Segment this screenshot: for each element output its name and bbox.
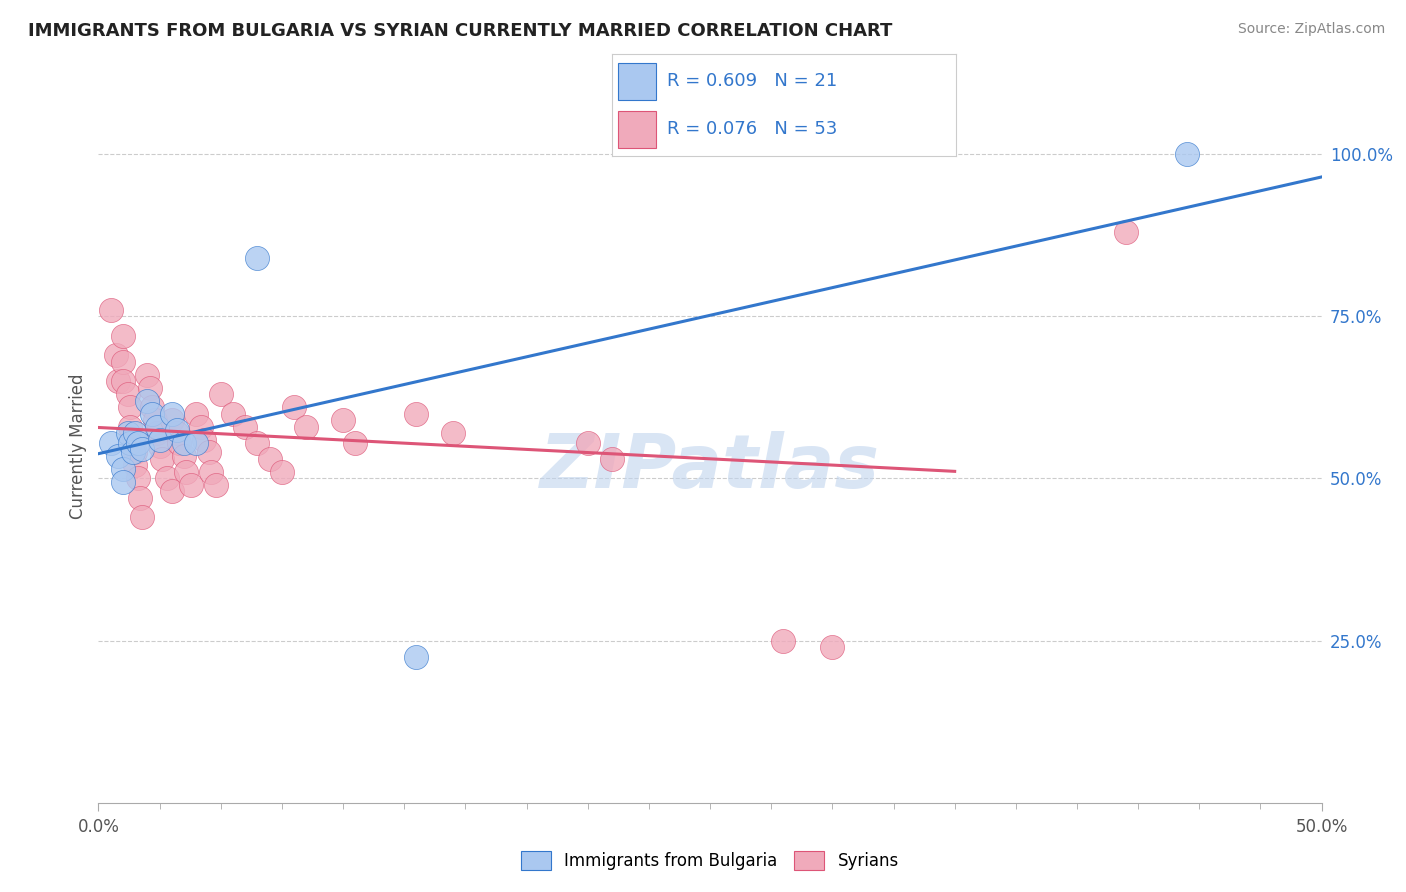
Point	[180, 478, 202, 492]
Point	[270, 465, 294, 479]
Point	[120, 419, 142, 434]
Point	[173, 435, 195, 450]
Point	[107, 374, 129, 388]
Point	[120, 435, 142, 450]
Point	[600, 452, 623, 467]
Point	[124, 458, 146, 473]
Point	[344, 435, 367, 450]
Point	[246, 435, 269, 450]
Point	[146, 425, 169, 440]
Point	[205, 478, 228, 492]
Point	[111, 475, 134, 489]
Point	[131, 442, 153, 457]
Point	[186, 407, 208, 421]
Text: R = 0.076   N = 53: R = 0.076 N = 53	[666, 120, 837, 138]
Point	[233, 419, 256, 434]
Point	[200, 465, 222, 479]
Point	[141, 407, 163, 421]
Point	[149, 433, 172, 447]
Point	[441, 425, 464, 440]
Point	[100, 302, 122, 317]
FancyBboxPatch shape	[619, 62, 657, 100]
Point	[772, 633, 794, 648]
Point	[246, 251, 269, 265]
Point	[173, 449, 195, 463]
Point	[332, 413, 354, 427]
Point	[124, 425, 146, 440]
Point	[186, 435, 208, 450]
Point	[111, 461, 134, 475]
Point	[283, 400, 305, 414]
Point	[136, 393, 159, 408]
Point	[405, 407, 427, 421]
Point	[141, 400, 163, 414]
Point	[1175, 147, 1198, 161]
Point	[405, 649, 427, 664]
Point	[190, 419, 212, 434]
Point	[146, 419, 169, 434]
Point	[127, 435, 149, 450]
FancyBboxPatch shape	[619, 111, 657, 148]
Point	[160, 484, 183, 499]
Point	[127, 471, 149, 485]
Point	[821, 640, 844, 654]
Point	[1115, 225, 1137, 239]
Point	[176, 465, 198, 479]
Point	[167, 435, 190, 450]
Point	[143, 413, 166, 427]
Point	[160, 413, 183, 427]
Point	[111, 328, 134, 343]
Text: Source: ZipAtlas.com: Source: ZipAtlas.com	[1237, 22, 1385, 37]
Point	[139, 381, 162, 395]
Point	[197, 445, 219, 459]
Point	[117, 425, 139, 440]
Point	[131, 510, 153, 524]
Point	[111, 374, 134, 388]
Point	[576, 435, 599, 450]
Point	[259, 452, 281, 467]
Point	[129, 491, 152, 505]
Point	[150, 452, 173, 467]
Point	[120, 400, 142, 414]
Point	[156, 471, 179, 485]
Point	[166, 423, 188, 437]
Point	[193, 433, 215, 447]
Text: IMMIGRANTS FROM BULGARIA VS SYRIAN CURRENTLY MARRIED CORRELATION CHART: IMMIGRANTS FROM BULGARIA VS SYRIAN CURRE…	[28, 22, 893, 40]
Point	[136, 368, 159, 382]
Point	[295, 419, 318, 434]
Point	[124, 445, 146, 459]
Point	[117, 387, 139, 401]
Point	[149, 439, 172, 453]
Point	[111, 354, 134, 368]
Point	[166, 425, 188, 440]
Text: R = 0.609   N = 21: R = 0.609 N = 21	[666, 72, 837, 90]
Point	[104, 348, 127, 362]
Y-axis label: Currently Married: Currently Married	[69, 373, 87, 519]
Point	[100, 435, 122, 450]
Point	[209, 387, 232, 401]
Point	[121, 445, 143, 459]
Point	[222, 407, 245, 421]
Point	[107, 449, 129, 463]
Point	[160, 407, 183, 421]
Point	[121, 433, 143, 447]
Text: ZIPatlas: ZIPatlas	[540, 431, 880, 504]
Legend: Immigrants from Bulgaria, Syrians: Immigrants from Bulgaria, Syrians	[515, 844, 905, 877]
